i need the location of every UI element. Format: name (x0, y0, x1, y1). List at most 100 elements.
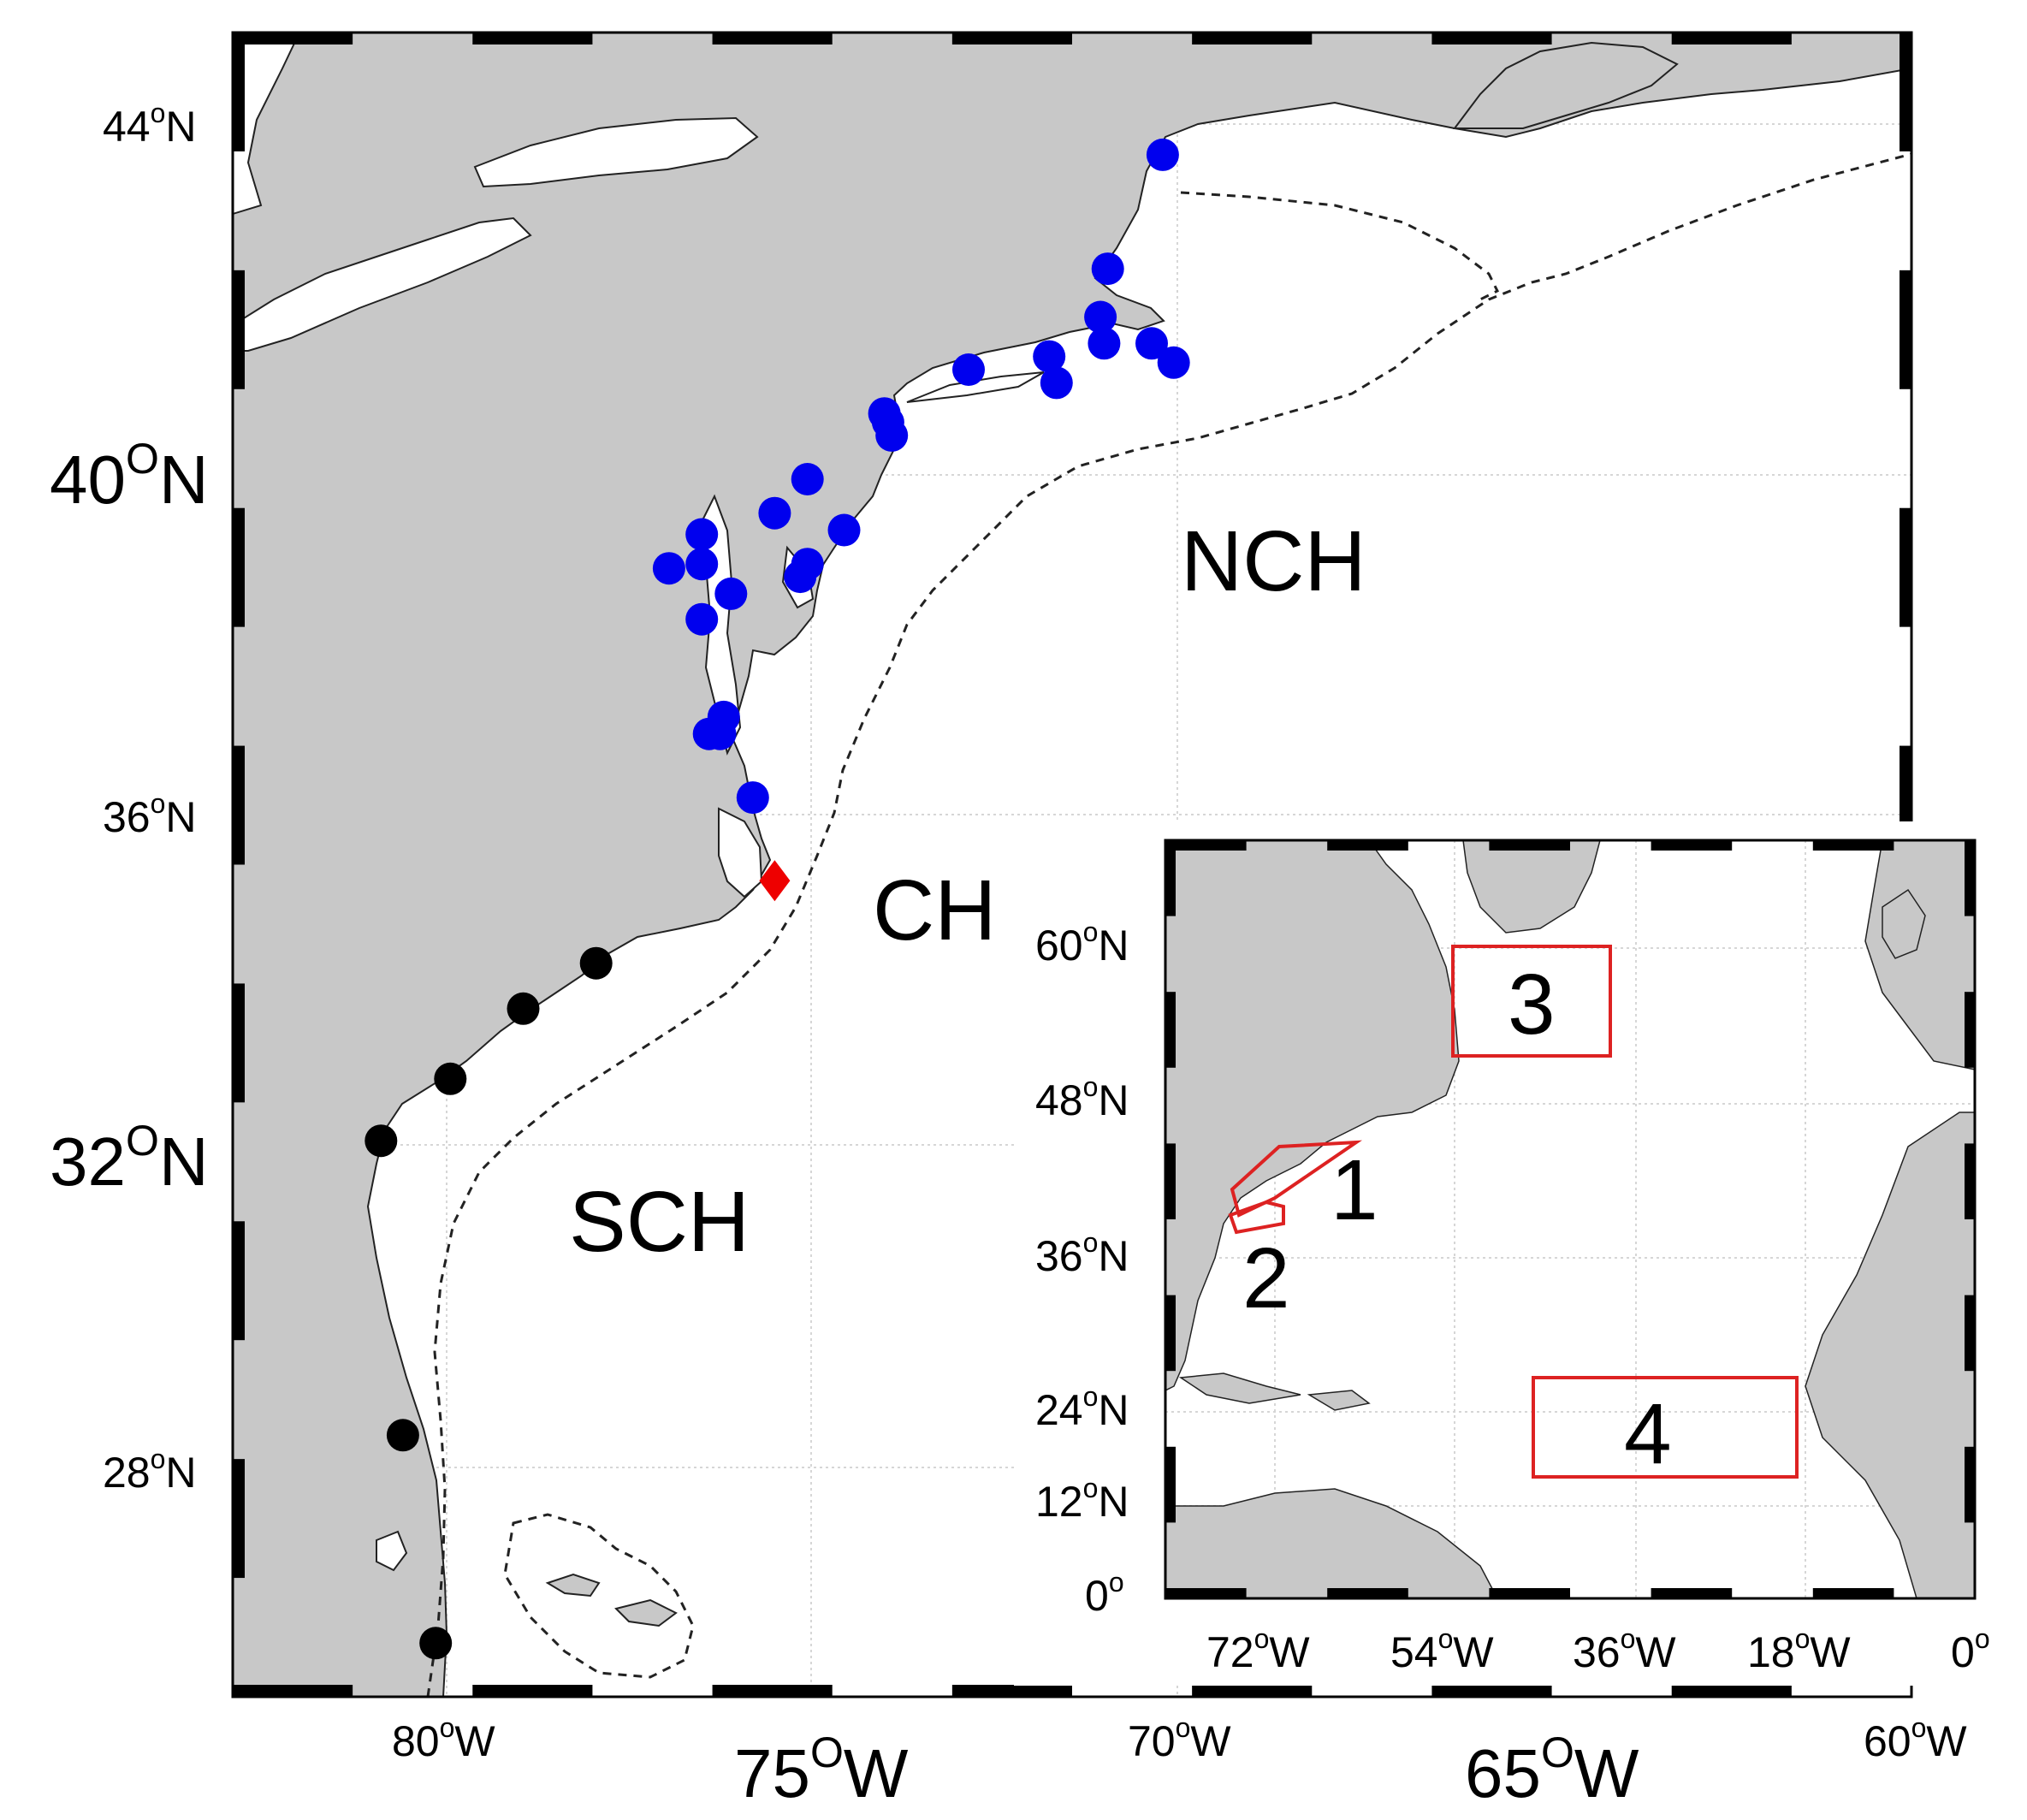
inset-cuba (1178, 1372, 1301, 1404)
inset-tick-8 (1489, 840, 1570, 851)
inset-lat-label-12n: 12oN (1035, 1473, 1129, 1526)
north-station-marker-25 (703, 717, 737, 750)
north-station-marker-9 (952, 353, 985, 386)
main-tick-1 (233, 1685, 353, 1697)
south-station-marker-3 (434, 1062, 467, 1095)
main-tick-20 (1431, 33, 1552, 44)
north-station-marker-3 (1084, 300, 1117, 334)
main-tick-13 (951, 1685, 1072, 1697)
main-tick-0 (233, 33, 353, 44)
lon-label-65w: 65OW (1465, 1728, 1639, 1811)
inset-tick-11 (1965, 1143, 1975, 1219)
inset-tick-10 (1165, 1143, 1176, 1219)
main-tick-11 (1900, 507, 1911, 627)
cape-hatteras-marker (759, 860, 791, 902)
study-box-label-3: 3 (1508, 957, 1556, 1052)
main-tick-10 (233, 507, 245, 627)
north-stations (652, 138, 1190, 815)
pamlico-sound (718, 807, 763, 898)
north-station-marker-16 (685, 518, 719, 551)
inset-lon-label-0: 0o (1951, 1623, 1990, 1676)
georges-bank-contour (1180, 191, 1500, 301)
study-box-label-1: 1 (1331, 1142, 1378, 1238)
lat-label-44n: 44oN (103, 98, 197, 151)
lat-label-36n: 36oN (103, 788, 197, 841)
inset-tick-3 (1965, 840, 1975, 916)
inset-tick-0 (1165, 840, 1247, 851)
main-tick-2 (233, 33, 245, 151)
main-tick-18 (233, 983, 245, 1103)
study-box-4-outline (1532, 1376, 1799, 1479)
north-station-marker-6 (1157, 346, 1190, 379)
study-box-label-4: 4 (1624, 1386, 1672, 1482)
inset-lat-label-60n: 60oN (1035, 916, 1129, 969)
main-tick-5 (472, 1685, 593, 1697)
inset-land (1165, 840, 1975, 1598)
north-station-marker-1 (1146, 138, 1179, 171)
inset-hispaniola (1307, 1390, 1371, 1411)
inset-tick-19 (1965, 1446, 1975, 1523)
inset-europe (1864, 840, 1975, 1070)
inset-lon-label-54w: 54oW (1390, 1623, 1494, 1676)
inset-tick-5 (1327, 1588, 1408, 1598)
inset-lon-label-72w: 72oW (1206, 1623, 1310, 1676)
inset-tick-4 (1327, 840, 1408, 851)
north-station-marker-20 (784, 560, 817, 594)
main-tick-9 (712, 1685, 833, 1697)
north-station-marker-2 (1091, 252, 1124, 286)
inset-lat-label-48n: 48oN (1035, 1071, 1129, 1124)
study-box-label-2: 2 (1242, 1230, 1290, 1326)
north-station-marker-18 (685, 548, 719, 581)
inset-lat-label-0: 0o (1085, 1567, 1124, 1620)
inset-tick-13 (1651, 1588, 1733, 1598)
north-station-marker-7 (1033, 340, 1066, 373)
south-station-marker-4 (365, 1124, 398, 1158)
inset-tick-2 (1165, 840, 1176, 916)
region-label-nch: NCH (1181, 513, 1366, 609)
inset-tick-12 (1651, 840, 1733, 851)
lat-label-28n: 28oN (103, 1444, 197, 1497)
south-station-marker-2 (507, 992, 540, 1025)
inset-lon-label-36w: 36oW (1573, 1623, 1676, 1676)
north-station-marker-26 (736, 781, 769, 815)
nova-scotia-land (1453, 41, 1679, 129)
south-stations (365, 946, 613, 1660)
region-label-ch: CH (873, 863, 996, 958)
main-tick-17 (1192, 1685, 1313, 1697)
main-tick-25 (1671, 1685, 1792, 1697)
main-tick-12 (951, 33, 1072, 44)
cape-hatteras-marker-group (759, 860, 791, 902)
main-tick-16 (1192, 33, 1313, 44)
north-station-marker-4 (1088, 327, 1121, 360)
north-station-marker-14 (758, 496, 791, 530)
main-tick-21 (1431, 1685, 1552, 1697)
main-tick-7 (1900, 270, 1911, 389)
main-tick-26 (233, 1459, 245, 1579)
inset-lat-label-36n: 36oN (1035, 1227, 1129, 1280)
lake-okeechobee (376, 1530, 408, 1572)
north-station-marker-12 (875, 418, 909, 452)
study-box-3-outline (1451, 945, 1612, 1058)
lat-label-40n: 40ON (50, 435, 209, 518)
north-station-marker-21 (714, 577, 748, 610)
south-station-marker-6 (419, 1627, 453, 1660)
main-tick-14 (233, 745, 245, 865)
north-station-marker-5 (1135, 327, 1168, 360)
south-station-marker-1 (579, 946, 613, 980)
main-tick-8 (712, 33, 833, 44)
north-station-marker-15 (827, 513, 861, 547)
lon-label-60w: 60oW (1864, 1712, 1967, 1765)
shelf-break-contour (426, 152, 1911, 1697)
north-station-marker-17 (652, 552, 685, 585)
inset-south-america (1165, 1488, 1498, 1598)
long-island-sound (906, 371, 1045, 403)
inset-greenland (1462, 840, 1601, 934)
inset-north-america (1165, 840, 1460, 1391)
north-station-marker-13 (791, 463, 824, 495)
inset-tick-1 (1165, 1588, 1247, 1598)
inset-tick-18 (1165, 1446, 1176, 1523)
main-tick-22 (233, 1221, 245, 1341)
inset-tick-17 (1812, 1588, 1894, 1598)
